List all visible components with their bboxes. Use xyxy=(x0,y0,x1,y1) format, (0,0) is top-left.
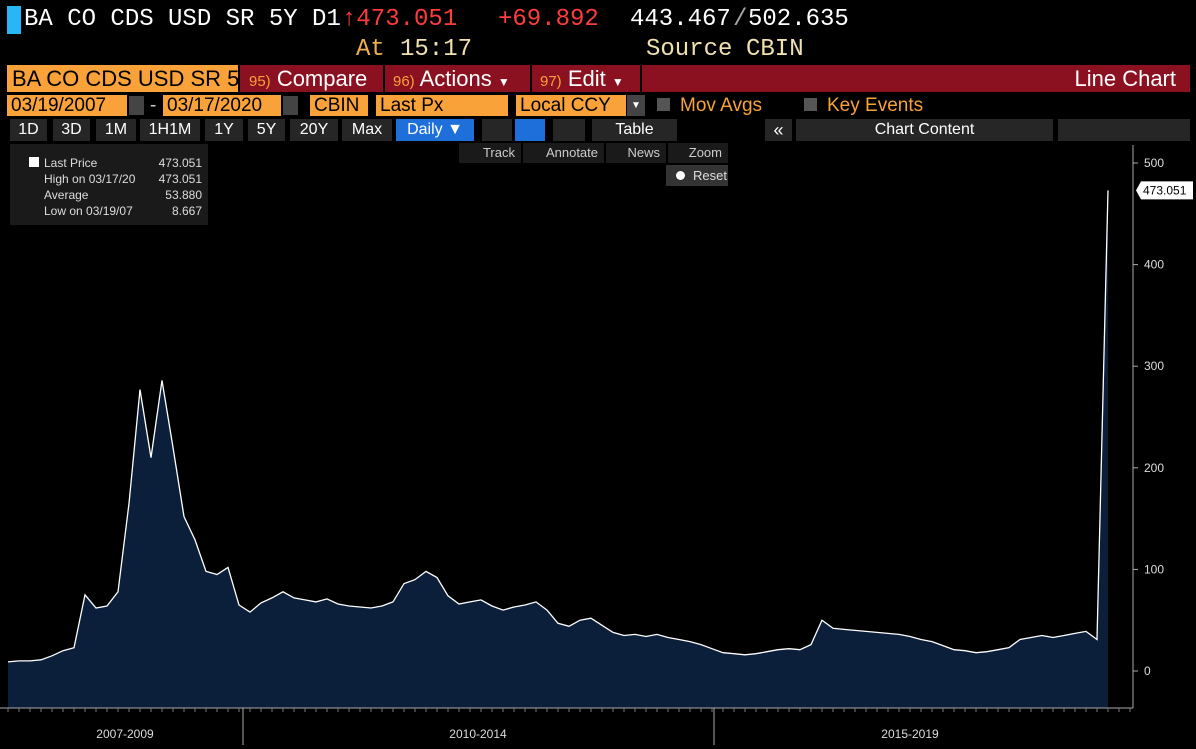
low: 443.467 xyxy=(630,6,731,33)
table-button[interactable]: Table xyxy=(592,119,677,141)
range-button[interactable]: 5Y xyxy=(248,119,285,141)
period-button[interactable]: Daily ▼ xyxy=(396,119,474,141)
date-dash: - xyxy=(150,95,157,116)
legend-value: 8.667 xyxy=(171,204,202,218)
last-price: ↑473.051 xyxy=(342,6,458,33)
range-button[interactable]: 3D xyxy=(53,119,90,141)
menu-label: Edit xyxy=(567,66,606,91)
range-button[interactable]: 1H1M xyxy=(140,119,200,141)
reset-icon xyxy=(676,171,685,180)
security-field[interactable]: BA CO CDS USD SR 5 xyxy=(7,65,238,92)
y-tick-label: 400 xyxy=(1144,258,1164,272)
menu-label: Actions xyxy=(419,66,492,91)
range-button[interactable]: 20Y xyxy=(290,119,338,141)
legend-swatch xyxy=(29,157,39,167)
compare-button[interactable]: 95) Compare xyxy=(240,65,383,92)
line-tool[interactable] xyxy=(482,119,512,141)
time: 15:17 xyxy=(400,36,473,63)
range-button[interactable]: 1Y xyxy=(205,119,243,141)
edit-button[interactable]: 97) Edit ▼ xyxy=(532,65,640,92)
tool-button[interactable]: Track xyxy=(459,143,521,163)
at-label: At xyxy=(356,36,385,63)
field-select[interactable]: Last Px xyxy=(376,95,508,116)
checkbox[interactable] xyxy=(804,98,817,111)
tool-button[interactable]: News xyxy=(606,143,666,163)
range-button[interactable]: 1M xyxy=(96,119,136,141)
x-tick-label: 2010-2014 xyxy=(449,727,507,741)
y-tick-label: 200 xyxy=(1144,461,1164,475)
y-tick-label: 300 xyxy=(1144,359,1164,373)
legend-value: 473.051 xyxy=(158,172,202,186)
y-tick-label: 500 xyxy=(1144,156,1164,170)
range-button[interactable]: Max xyxy=(342,119,392,141)
ticker-marker xyxy=(7,6,21,34)
area-line xyxy=(7,190,1109,663)
currency-select[interactable]: Local CCY xyxy=(516,95,626,116)
tool-dropdown[interactable] xyxy=(553,119,585,141)
tool-button[interactable]: Annotate xyxy=(523,143,604,163)
x-tick-label: 2007-2009 xyxy=(96,727,154,741)
start-date[interactable]: 03/19/2007 xyxy=(7,95,127,116)
legend-box xyxy=(10,144,208,225)
legend-label: Low on 03/19/07 xyxy=(44,204,133,218)
calendar-icon[interactable] xyxy=(129,96,144,115)
legend-label: Average xyxy=(44,188,89,202)
view-title: Line Chart xyxy=(642,65,1190,92)
dropdown-arrow: ▼ xyxy=(611,75,624,89)
chart-content-button[interactable]: Chart Content xyxy=(796,119,1053,141)
menu-number: 95) xyxy=(249,73,271,90)
legend-value: 473.051 xyxy=(158,156,202,170)
change: +69.892 xyxy=(498,6,599,33)
source-field[interactable]: CBIN xyxy=(310,95,368,116)
range-button[interactable]: 1D xyxy=(10,119,47,141)
area-fill xyxy=(8,190,1108,708)
last-value-tag xyxy=(1136,181,1193,200)
source-label: Source xyxy=(646,36,733,63)
settings-button[interactable] xyxy=(1058,119,1190,141)
mov-avgs[interactable]: Mov Avgs xyxy=(680,95,763,116)
menu-number: 97) xyxy=(540,73,562,90)
legend-label: Last Price xyxy=(44,156,98,170)
legend-label: High on 03/17/20 xyxy=(44,172,136,186)
key-events[interactable]: Key Events xyxy=(827,95,924,116)
last-value-label: 473.051 xyxy=(1143,183,1187,197)
y-tick-label: 100 xyxy=(1144,562,1164,576)
menu-number: 96) xyxy=(393,73,415,90)
end-date[interactable]: 03/17/2020 xyxy=(163,95,281,116)
reset-button[interactable] xyxy=(666,165,728,186)
source: CBIN xyxy=(746,36,804,63)
checkbox[interactable] xyxy=(657,98,670,111)
x-tick-label: 2015-2019 xyxy=(881,727,939,741)
bar-tool[interactable] xyxy=(515,119,545,141)
separator: / xyxy=(733,6,748,33)
calendar-icon[interactable] xyxy=(283,96,298,115)
ticker: BA CO CDS USD SR 5Y D1 xyxy=(24,6,341,33)
dropdown-arrow: ▼ xyxy=(497,75,510,89)
actions-button[interactable]: 96) Actions ▼ xyxy=(385,65,530,92)
reset-label: Reset xyxy=(693,168,727,183)
legend-value: 53.880 xyxy=(165,188,202,202)
tool-button[interactable]: Zoom xyxy=(668,143,728,163)
menu-label: Compare xyxy=(276,66,368,91)
y-tick-label: 0 xyxy=(1144,664,1151,678)
dropdown-arrow[interactable]: ▼ xyxy=(627,95,645,116)
high: 502.635 xyxy=(748,6,849,33)
collapse-button[interactable]: « xyxy=(765,119,792,141)
